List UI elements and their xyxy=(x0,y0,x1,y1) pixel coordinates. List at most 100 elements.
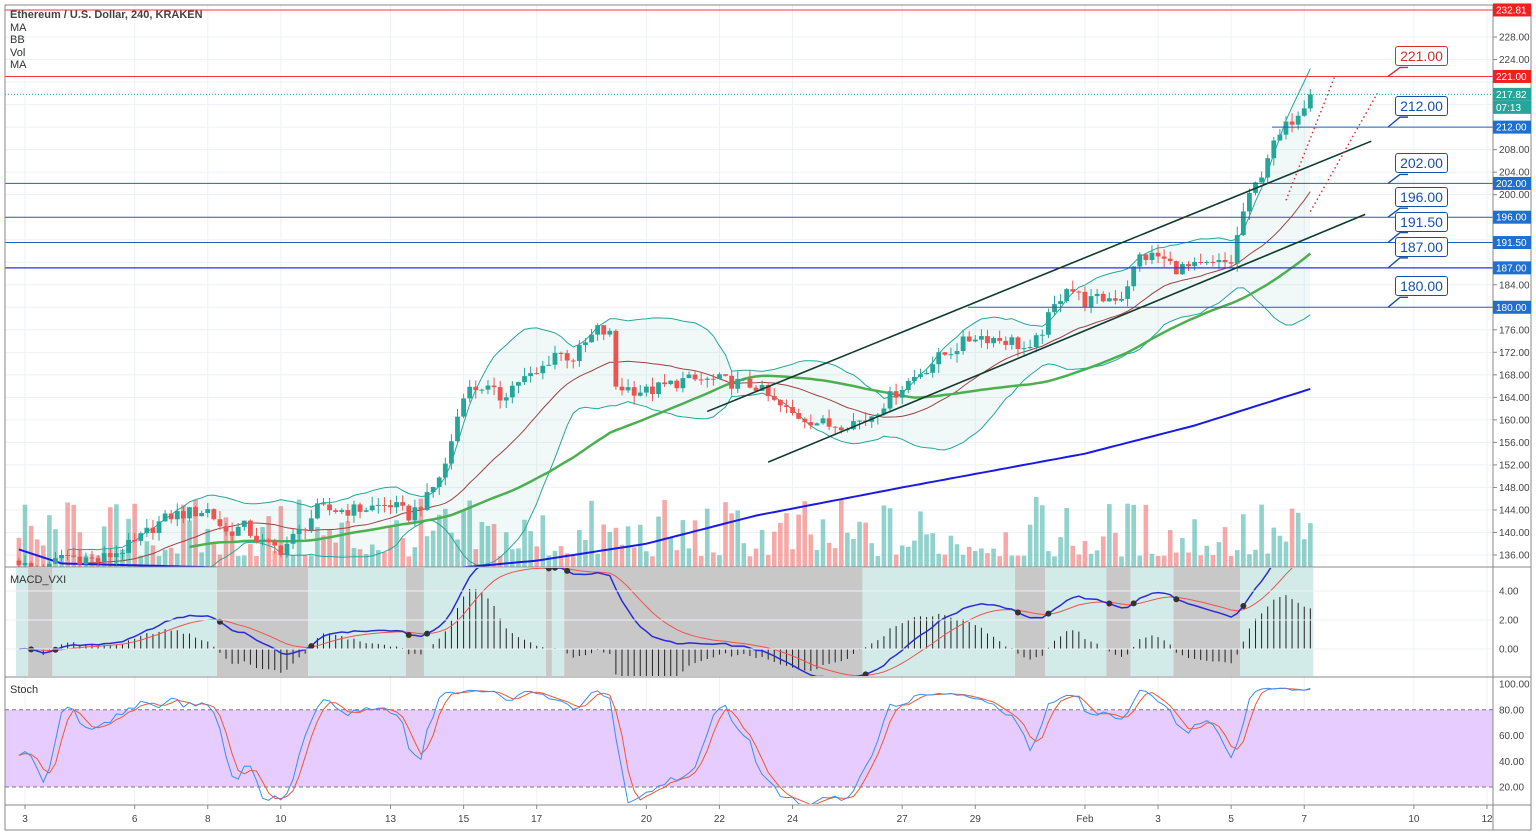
macd-background-zone xyxy=(308,568,406,676)
volume-bar xyxy=(497,556,503,567)
volume-bar xyxy=(869,543,875,567)
price-callout-191.50[interactable]: 191.50 xyxy=(1395,211,1448,232)
candle xyxy=(686,371,692,379)
volume-bar xyxy=(1131,504,1136,567)
volume-bar xyxy=(1058,537,1063,567)
volume-bar xyxy=(199,552,204,567)
candle-body xyxy=(1082,291,1088,307)
price-callout-187.00[interactable]: 187.00 xyxy=(1395,236,1448,257)
volume-bar xyxy=(881,505,887,567)
macd-cross-dot xyxy=(545,568,552,572)
candle-body xyxy=(394,502,399,508)
candle-body xyxy=(290,533,296,544)
trend-channel-line-upper xyxy=(706,140,1372,413)
candle-body xyxy=(881,408,887,415)
candle xyxy=(485,380,491,395)
price-badge-212.00: 212.00 xyxy=(1496,123,1527,134)
candle-body xyxy=(467,386,473,399)
candle xyxy=(570,358,576,369)
candle xyxy=(120,548,125,562)
candle-body xyxy=(168,513,174,520)
macd-cross-dot xyxy=(1106,600,1113,607)
candle-body xyxy=(1039,334,1045,336)
volume-bar xyxy=(650,556,655,567)
volume-bar xyxy=(1107,504,1112,567)
price-callout-221.00[interactable]: 221.00 xyxy=(1395,46,1448,67)
candle-body xyxy=(1277,134,1283,141)
price-badge-196.00: 196.00 xyxy=(1496,213,1527,224)
candle-body xyxy=(1021,348,1027,350)
volume-bar xyxy=(449,532,454,567)
candle xyxy=(1161,249,1167,267)
candle xyxy=(564,349,570,369)
price-callout-202.00[interactable]: 202.00 xyxy=(1395,153,1448,174)
candle-body xyxy=(412,507,418,521)
volume-bar xyxy=(698,555,704,567)
legend-bb[interactable]: BB xyxy=(10,34,25,46)
price-axis-label: 228.00 xyxy=(1499,33,1530,44)
candle xyxy=(302,527,308,540)
volume-bar xyxy=(144,541,150,567)
candle-body xyxy=(53,558,58,564)
volume-bar xyxy=(235,555,241,567)
macd-signal-line xyxy=(18,568,1293,676)
candle-body xyxy=(911,376,917,381)
price-axis-label: 160.00 xyxy=(1499,415,1530,426)
volume-bar xyxy=(254,555,259,567)
volume-bar xyxy=(765,554,771,567)
price-callout-180.00[interactable]: 180.00 xyxy=(1395,276,1448,297)
volume-bar xyxy=(741,543,747,567)
legend-vol[interactable]: Vol xyxy=(10,46,26,59)
candle-body xyxy=(1228,262,1234,264)
candle-body xyxy=(960,336,966,352)
candle xyxy=(254,527,259,544)
volume-bar xyxy=(388,527,393,567)
candle xyxy=(978,329,984,348)
candle-body xyxy=(735,378,741,389)
stoch-label[interactable]: Stoch xyxy=(10,684,39,696)
macd-cross-dot xyxy=(424,630,431,637)
price-badge-187.00-bg xyxy=(1493,261,1531,275)
price-callout-212.00[interactable]: 212.00 xyxy=(1395,96,1448,117)
candle xyxy=(704,376,710,388)
legend-ma[interactable]: MA xyxy=(10,21,27,34)
candle xyxy=(467,379,473,403)
volume-bar xyxy=(430,530,436,567)
price-badge-191.50: 191.50 xyxy=(1496,238,1527,249)
candle xyxy=(528,366,534,383)
stoch-axis-label: 80.00 xyxy=(1499,705,1524,716)
volume-bar xyxy=(333,542,338,567)
volume-bar xyxy=(540,515,546,567)
candle-body xyxy=(985,336,990,344)
candle xyxy=(1052,295,1057,316)
candle xyxy=(168,509,174,524)
macd-label[interactable]: MACD_VXI xyxy=(10,574,67,586)
candle-body xyxy=(1009,337,1015,345)
volume-bar xyxy=(436,514,442,567)
candle xyxy=(509,381,515,404)
date-axis-label: 15 xyxy=(458,814,470,825)
candle xyxy=(717,372,722,380)
candle xyxy=(771,388,777,402)
volume-bar xyxy=(680,520,686,567)
candle-body xyxy=(1283,121,1289,135)
candle-body xyxy=(1070,289,1076,292)
candle xyxy=(991,336,996,348)
volume-bar xyxy=(674,550,680,567)
candle xyxy=(899,385,905,405)
candle xyxy=(1106,292,1112,302)
volume-bar xyxy=(187,520,192,567)
candle xyxy=(875,412,881,425)
macd-background-zone xyxy=(28,568,53,676)
candle-body xyxy=(777,399,783,406)
candle-body xyxy=(637,392,643,396)
candle-body xyxy=(1265,158,1271,178)
price-callout-196.00[interactable]: 196.00 xyxy=(1395,187,1448,208)
volume-bar xyxy=(1308,523,1313,567)
legend-ma-2[interactable]: MA xyxy=(10,59,27,71)
candle xyxy=(479,388,485,394)
candle xyxy=(211,508,217,521)
candle-body xyxy=(631,387,637,396)
candle-body xyxy=(333,510,339,512)
